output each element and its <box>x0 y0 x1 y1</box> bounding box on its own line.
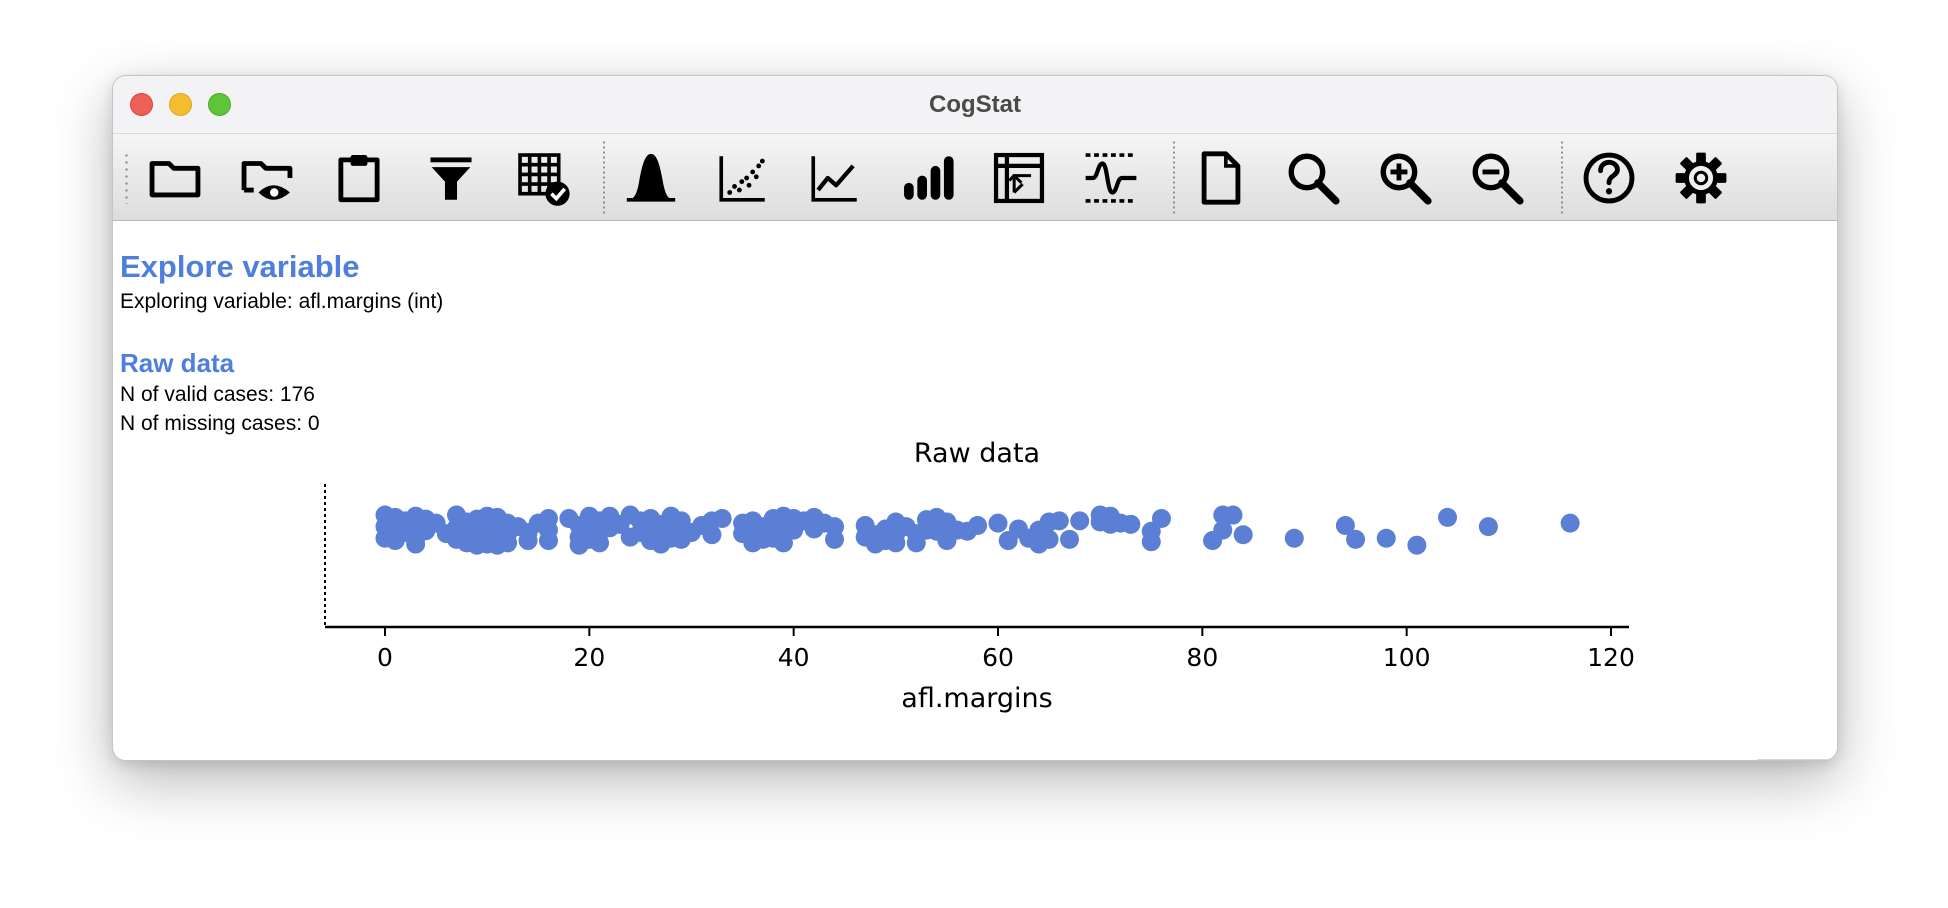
data-point <box>1121 514 1141 534</box>
x-tick-label: 100 <box>1383 643 1431 672</box>
data-point <box>1233 525 1253 545</box>
toolbar-separator <box>603 140 605 216</box>
find-icon <box>1288 153 1340 205</box>
explore-variable-button[interactable] <box>619 146 683 210</box>
find-button[interactable] <box>1281 146 1345 210</box>
data-point <box>1335 515 1355 535</box>
x-tick-label: 0 <box>377 643 393 672</box>
data-point <box>518 531 538 551</box>
view-data-icon <box>241 161 293 200</box>
data-point <box>1213 520 1233 540</box>
data-point <box>590 533 610 553</box>
open-data-icon <box>149 161 201 198</box>
pivot-table-icon <box>993 152 1045 204</box>
x-tick-label: 40 <box>778 643 810 672</box>
data-point <box>1346 529 1366 549</box>
explore-relation-icon <box>719 156 765 202</box>
title-bar: CogStat <box>113 76 1837 134</box>
data-point <box>538 531 558 551</box>
help-icon <box>1583 152 1635 204</box>
new-document-button[interactable] <box>1189 146 1253 210</box>
toolbar-grip[interactable] <box>125 152 128 204</box>
x-axis-label: afl.margins <box>901 683 1052 714</box>
pivot-table-button[interactable] <box>987 146 1051 210</box>
new-document-icon <box>1201 151 1241 205</box>
data-point <box>1039 529 1059 549</box>
exploring-variable-text: Exploring variable: afl.margins (int) <box>120 290 444 313</box>
data-point <box>712 509 732 529</box>
data-point <box>1284 528 1304 548</box>
compare-variables-button[interactable] <box>803 146 867 210</box>
data-point <box>1560 513 1580 533</box>
data-point <box>1407 535 1427 555</box>
zoom-in-icon <box>1380 153 1432 205</box>
settings-icon <box>1675 152 1727 204</box>
data-check-icon <box>518 153 570 206</box>
behavioral-data-button[interactable] <box>1079 146 1143 210</box>
data-point <box>1223 505 1243 525</box>
data-point <box>968 515 988 535</box>
minimize-window-button[interactable] <box>169 93 192 116</box>
filter-icon <box>430 157 472 200</box>
compare-groups-button[interactable] <box>895 146 959 210</box>
maximize-window-button[interactable] <box>208 93 231 116</box>
data-point <box>773 533 793 553</box>
subsection-heading: Raw data <box>120 348 235 378</box>
raw-data-chart: Raw data 0 20 40 60 80 100 120 afl.margins <box>324 438 1635 714</box>
data-point <box>702 525 722 545</box>
results-pane: Explore variable Exploring variable: afl… <box>113 221 1837 760</box>
section-heading: Explore variable <box>120 249 360 284</box>
chart-title: Raw data <box>914 438 1040 469</box>
view-data-button[interactable] <box>235 146 299 210</box>
data-point <box>498 533 518 553</box>
zoom-in-button[interactable] <box>1373 146 1437 210</box>
data-point <box>1376 528 1396 548</box>
toolbar <box>113 134 1837 221</box>
compare-variables-icon <box>811 156 857 202</box>
data-point <box>1060 529 1080 549</box>
paste-data-button[interactable] <box>327 146 391 210</box>
data-point <box>1478 517 1498 537</box>
data-point <box>906 533 926 553</box>
compare-groups-icon <box>904 156 954 200</box>
x-tick-label: 120 <box>1587 643 1635 672</box>
x-tick-label: 80 <box>1186 643 1218 672</box>
resize-edge[interactable] <box>1757 759 1837 760</box>
open-data-button[interactable] <box>143 146 207 210</box>
data-point <box>825 529 845 549</box>
zoom-out-icon <box>1472 153 1524 205</box>
help-button[interactable] <box>1577 146 1641 210</box>
x-ticks: 0 20 40 60 80 100 120 <box>377 627 1635 672</box>
close-window-button[interactable] <box>130 93 153 116</box>
data-points <box>375 505 1580 555</box>
missing-cases-text: N of missing cases: 0 <box>120 412 320 435</box>
behavioral-data-icon <box>1085 153 1137 203</box>
settings-button[interactable] <box>1669 146 1733 210</box>
data-point <box>1438 507 1458 527</box>
x-tick-label: 60 <box>982 643 1014 672</box>
toolbar-separator <box>1173 140 1175 216</box>
x-tick-label: 20 <box>573 643 605 672</box>
data-point <box>1070 511 1090 531</box>
app-window: CogStat <box>112 75 1838 761</box>
data-point <box>886 533 906 553</box>
data-point <box>1141 532 1161 552</box>
data-point <box>988 513 1008 533</box>
zoom-out-button[interactable] <box>1465 146 1529 210</box>
data-check-button[interactable] <box>511 146 575 210</box>
paste-data-icon <box>338 155 380 203</box>
toolbar-separator <box>1561 140 1563 216</box>
data-point <box>1151 509 1171 529</box>
window-title: CogStat <box>929 91 1021 118</box>
data-point <box>1049 511 1069 531</box>
valid-cases-text: N of valid cases: 176 <box>120 383 315 406</box>
explore-variable-icon <box>626 153 676 202</box>
filter-button[interactable] <box>419 146 483 210</box>
explore-relation-button[interactable] <box>711 146 775 210</box>
data-point <box>406 534 426 554</box>
